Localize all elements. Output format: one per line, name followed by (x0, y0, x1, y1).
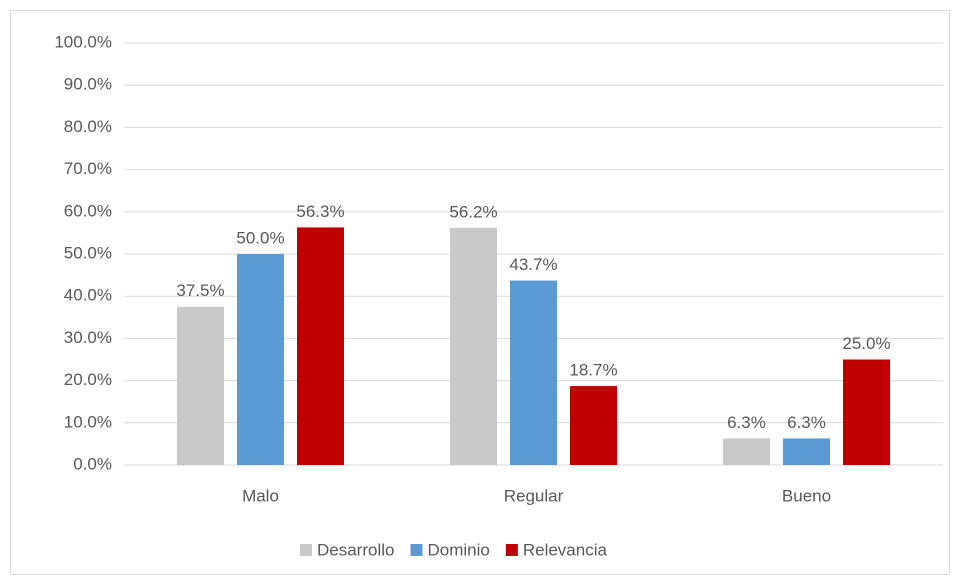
bar (237, 254, 284, 465)
x-tick-label: Malo (242, 486, 279, 505)
data-label: 56.2% (449, 202, 497, 221)
legend-label: Relevancia (523, 540, 608, 559)
x-tick-label: Regular (504, 486, 564, 505)
y-tick-label: 10.0% (64, 412, 112, 431)
x-tick-label: Bueno (782, 486, 831, 505)
y-tick-label: 90.0% (64, 75, 112, 94)
data-label: 18.7% (569, 361, 617, 380)
y-tick-label: 20.0% (64, 370, 112, 389)
data-label: 56.3% (296, 202, 344, 221)
y-tick-label: 0.0% (73, 454, 112, 473)
y-tick-label: 60.0% (64, 201, 112, 220)
data-label: 25.0% (842, 334, 890, 353)
legend-swatch (505, 544, 518, 556)
y-tick-label: 80.0% (64, 117, 112, 136)
bar (177, 306, 224, 465)
y-tick-label: 40.0% (64, 286, 112, 305)
legend-swatch (300, 544, 312, 556)
data-label: 6.3% (787, 413, 826, 432)
bar (570, 386, 617, 465)
y-tick-label: 30.0% (64, 328, 112, 347)
bar (510, 280, 557, 465)
legend-label: Desarrollo (317, 540, 394, 559)
data-label: 37.5% (176, 281, 224, 300)
legend-label: Dominio (427, 540, 489, 559)
y-tick-label: 100.0% (54, 32, 112, 51)
y-tick-label: 50.0% (64, 243, 112, 262)
data-label: 43.7% (509, 255, 557, 274)
bar (843, 359, 890, 465)
bar (723, 438, 770, 465)
legend-swatch (410, 544, 423, 556)
bar (783, 438, 830, 465)
bar (297, 227, 344, 465)
data-label: 50.0% (236, 228, 284, 247)
bar (450, 227, 497, 465)
data-label: 6.3% (727, 413, 766, 432)
y-tick-label: 70.0% (64, 159, 112, 178)
